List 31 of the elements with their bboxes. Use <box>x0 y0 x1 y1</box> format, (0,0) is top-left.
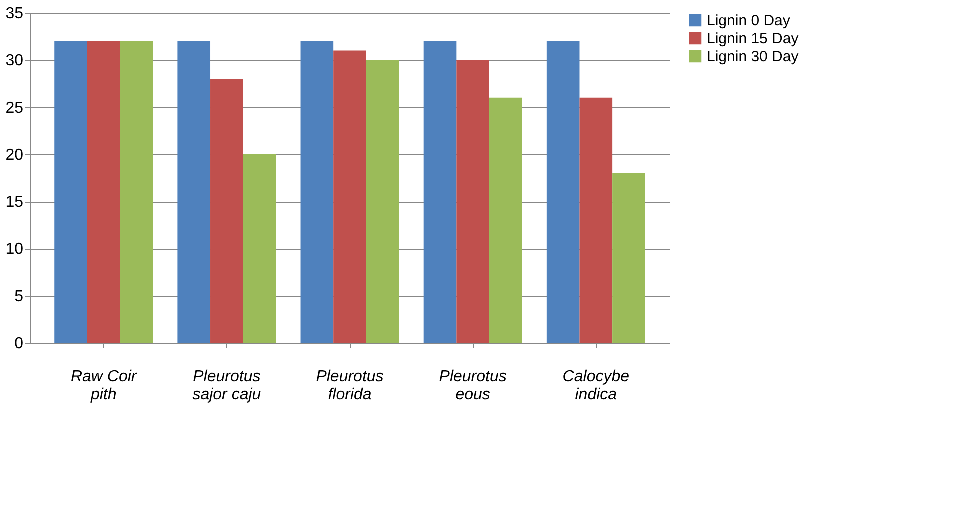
legend-label: Lignin 30 Day <box>707 48 800 66</box>
y-tick-label: 10 <box>6 241 24 258</box>
bar <box>54 41 88 343</box>
bar <box>612 173 646 343</box>
y-tick-label: 15 <box>6 194 24 212</box>
y-tick-label: 0 <box>14 336 24 352</box>
legend-label: Lignin 0 Day <box>707 12 791 30</box>
bar <box>120 41 154 343</box>
legend-label: Lignin 15 Day <box>707 30 800 48</box>
y-tick-label: 20 <box>6 146 24 164</box>
y-tick-label: 35 <box>6 6 24 22</box>
bar <box>546 41 580 343</box>
x-tick-label: Raw Coir pith <box>70 368 138 404</box>
x-tick-label: Pleurotus florida <box>316 368 384 404</box>
y-tick-label: 5 <box>14 288 24 306</box>
bar <box>456 60 490 343</box>
bar <box>178 41 211 343</box>
bar <box>87 41 120 343</box>
x-tick-label: Calocybe indica <box>562 368 630 404</box>
bar <box>334 50 366 343</box>
x-tick-label: Pleurotus eous <box>439 368 507 404</box>
bar <box>243 154 276 343</box>
y-tick-label: 25 <box>6 100 24 117</box>
bar <box>424 41 457 343</box>
x-tick-label: Pleurotus sajor caju <box>192 368 262 404</box>
bar <box>300 41 334 343</box>
bar <box>210 79 244 343</box>
bar <box>366 60 400 343</box>
bar <box>580 98 613 343</box>
bar <box>489 98 522 343</box>
y-tick-label: 30 <box>6 52 24 70</box>
